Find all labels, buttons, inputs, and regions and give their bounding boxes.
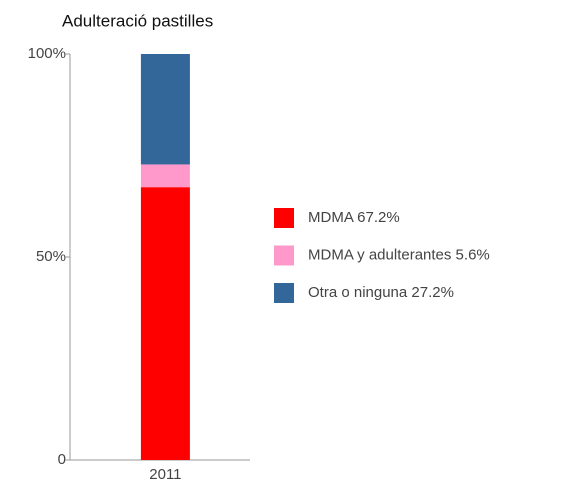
- bar-segment: [140, 187, 190, 460]
- y-tick-label: 0: [58, 451, 66, 468]
- legend-label: MDMA 67.2%: [308, 209, 400, 226]
- legend-label: Otra o ninguna 27.2%: [308, 284, 454, 301]
- chart-title: Adulteració pastilles: [62, 11, 213, 30]
- legend-label: MDMA y adulterantes 5.6%: [308, 246, 490, 263]
- y-tick-label: 100%: [28, 45, 66, 62]
- y-tick-label: 50%: [36, 248, 66, 265]
- bar-segment: [140, 164, 190, 188]
- legend-swatch: [274, 283, 294, 303]
- x-tick-label: 2011: [149, 466, 181, 483]
- bar-segment: [140, 54, 190, 165]
- legend-swatch: [274, 245, 294, 266]
- legend-swatch: [274, 208, 294, 228]
